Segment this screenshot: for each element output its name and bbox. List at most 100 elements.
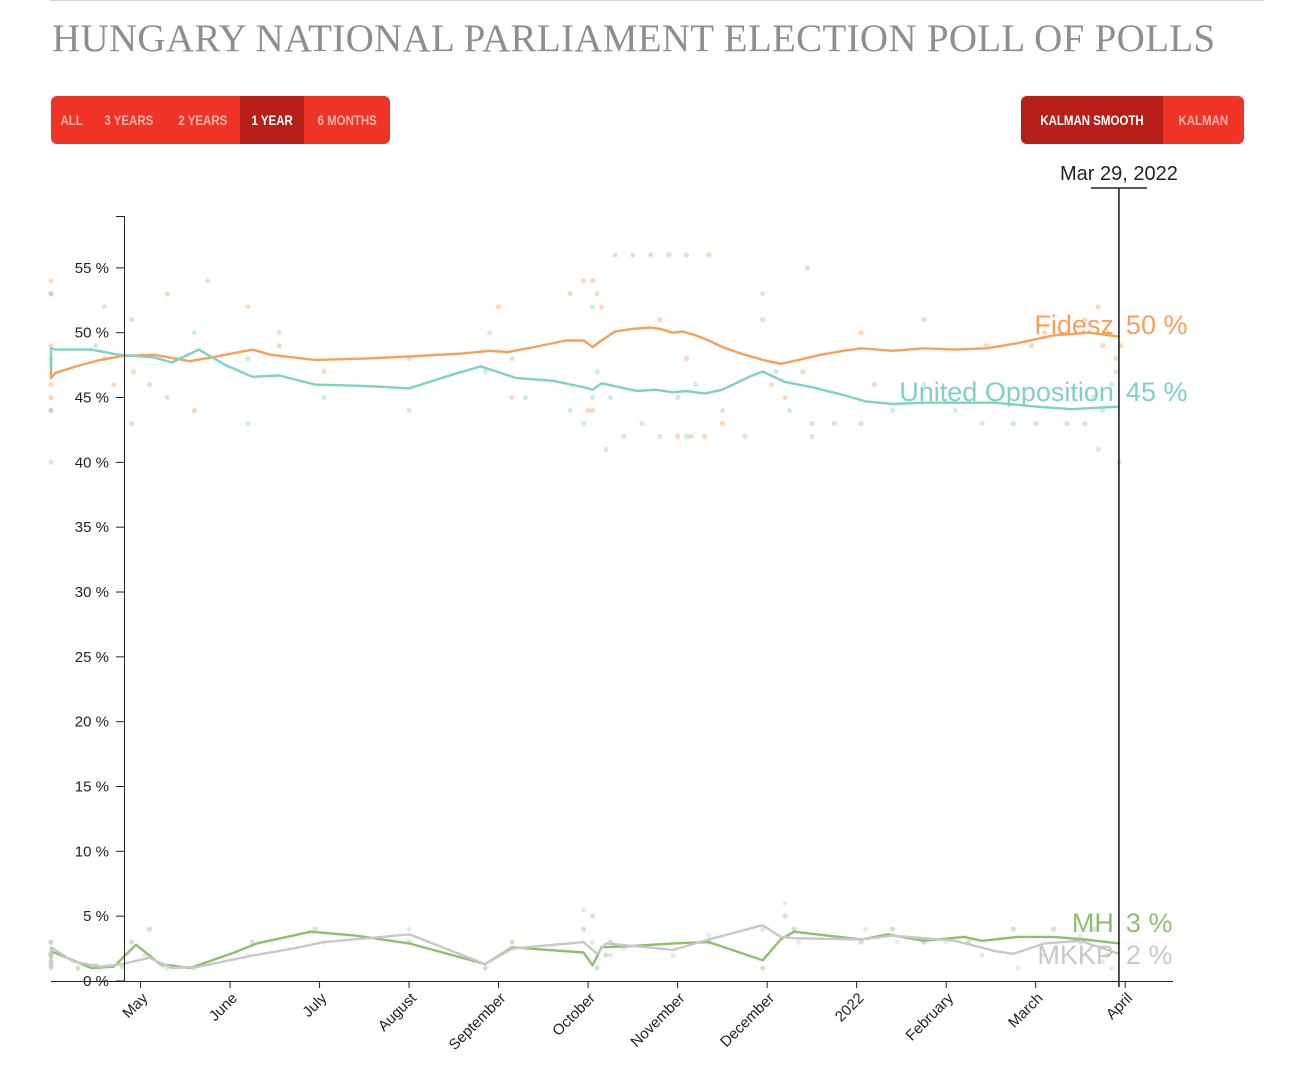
poll-point-opposition-12: [276, 330, 282, 336]
poll-point-fidesz-23: [598, 304, 605, 310]
poll-point-fidesz-17: [496, 304, 502, 310]
y-tick-label-35: 35 %: [75, 519, 109, 536]
poll-point-opposition-3: [48, 291, 54, 297]
poll-point-fidesz-18: [509, 394, 515, 401]
poll-point-fidesz-11: [164, 291, 170, 297]
poll-point-opposition-49: [1095, 446, 1101, 452]
poll-point-opposition-9: [205, 278, 211, 284]
poll-point-opposition-37: [809, 433, 815, 439]
series-line-mkkp[interactable]: [49, 924, 1121, 970]
x-tick-label-november: November: [627, 990, 688, 1051]
poll-point-opposition-53: [1113, 369, 1119, 375]
poll-point-mh-1: [48, 939, 54, 945]
kalman-smooth-button[interactable]: KALMAN SMOOTH: [1021, 96, 1164, 144]
poll-point-mkkp-24: [1015, 965, 1021, 971]
poll-point-mkkp-17: [760, 926, 766, 932]
poll-point-mkkp-12: [590, 939, 596, 945]
poll-point-opposition-5: [93, 343, 99, 349]
range-all-button[interactable]: ALL: [60, 112, 83, 128]
poll-point-mkkp-25: [1042, 952, 1048, 958]
series-line-fidesz[interactable]: [49, 326, 1121, 380]
poll-point-fidesz-38: [760, 317, 766, 323]
poll-point-fidesz-31: [706, 252, 712, 258]
poll-point-fidesz-34: [688, 433, 694, 439]
range-3-years-button[interactable]: 3 YEARS: [104, 112, 154, 128]
range-1-year-button[interactable]: 1 YEAR: [239, 96, 304, 144]
poll-point-opposition-28: [657, 433, 663, 439]
poll-point-fidesz-8: [129, 317, 135, 323]
poll-point-mkkp-26: [1077, 933, 1083, 939]
poll-point-opposition-50: [1100, 407, 1106, 414]
poll-point-fidesz-46: [921, 317, 927, 323]
poll-point-mh-23: [760, 965, 766, 971]
series-name-label-mh: MH: [1072, 908, 1114, 938]
poll-point-opposition-27: [639, 420, 645, 427]
poll-point-fidesz-24: [585, 407, 591, 414]
x-tick-label-march: March: [1005, 990, 1046, 1031]
poll-point-opposition-4: [102, 304, 108, 310]
poll-point-mh-5: [75, 965, 81, 971]
x-tick-label-june: June: [206, 990, 241, 1025]
poll-point-opposition-22: [590, 304, 596, 310]
poll-point-fidesz-48: [1028, 343, 1034, 349]
poll-point-fidesz-0: [48, 291, 54, 297]
poll-point-opposition-34: [760, 291, 766, 297]
poll-point-opposition-45: [1033, 420, 1039, 427]
poll-point-mh-17: [581, 926, 587, 932]
poll-point-opposition-16: [487, 330, 493, 336]
poll-point-fidesz-44: [858, 330, 864, 336]
poll-point-fidesz-37: [684, 356, 690, 362]
poll-point-fidesz-12: [191, 407, 197, 414]
poll-point-opposition-42: [952, 407, 958, 414]
poll-point-fidesz-3: [48, 382, 54, 388]
poll-point-opposition-17: [509, 356, 515, 362]
poll-point-mh-15: [482, 965, 488, 971]
series-line-opposition[interactable]: [49, 347, 1121, 411]
y-tick-label-30: 30 %: [75, 584, 109, 601]
poll-point-mh-13: [312, 926, 318, 932]
poll-point-opposition-40: [889, 407, 896, 414]
y-tick-label-55: 55 %: [75, 260, 109, 277]
poll-point-opposition-31: [692, 382, 699, 388]
poll-point-opposition-32: [719, 407, 726, 414]
range-2-years-button[interactable]: 2 YEARS: [178, 112, 228, 128]
poll-point-opposition-2: [48, 459, 54, 465]
poll-point-opposition-24: [603, 446, 609, 452]
poll-point-fidesz-52: [1100, 343, 1106, 349]
x-tick-label-september: September: [446, 990, 510, 1054]
poll-point-opposition-30: [684, 433, 690, 439]
poll-point-fidesz-35: [701, 433, 708, 439]
x-tick-label-2022: 2022: [832, 990, 868, 1026]
series-value-label-mkkp: 2 %: [1126, 940, 1173, 970]
poll-point-mkkp-1: [48, 965, 54, 971]
poll-point-opposition-7: [164, 394, 170, 401]
poll-point-opposition-13: [321, 394, 327, 401]
poll-point-mh-8: [129, 939, 135, 945]
y-tick-label-10: 10 %: [75, 843, 109, 860]
range-6-months-button[interactable]: 6 MONTHS: [317, 112, 377, 128]
poll-point-mkkp-11: [581, 907, 587, 913]
poll-point-opposition-41: [921, 382, 927, 388]
poll-point-opposition-11: [245, 420, 251, 427]
poll-point-mkkp-18: [782, 900, 788, 906]
poll-point-opposition-36: [786, 407, 793, 414]
x-tick-label-february: February: [903, 989, 958, 1044]
kalman-button[interactable]: KALMAN: [1178, 112, 1229, 128]
poll-point-fidesz-6: [111, 382, 117, 388]
poll-point-opposition-25: [607, 394, 614, 401]
poll-point-mkkp-9: [406, 926, 412, 932]
poll-point-opposition-10: [245, 356, 251, 362]
poll-point-mh-19: [594, 965, 600, 971]
poll-point-mkkp-21: [894, 939, 900, 945]
series-line-mh[interactable]: [49, 930, 1121, 970]
poll-point-mh-18: [590, 913, 596, 919]
poll-point-mh-20: [603, 952, 609, 958]
poll-point-opposition-19: [567, 407, 573, 414]
poll-point-fidesz-49: [1042, 330, 1048, 336]
poll-point-opposition-44: [1010, 420, 1016, 427]
poll-point-fidesz-41: [804, 265, 811, 271]
poll-point-fidesz-1: [48, 278, 54, 284]
poll-point-fidesz-2: [48, 343, 54, 349]
series-name-label-opposition: United Opposition: [899, 377, 1114, 407]
